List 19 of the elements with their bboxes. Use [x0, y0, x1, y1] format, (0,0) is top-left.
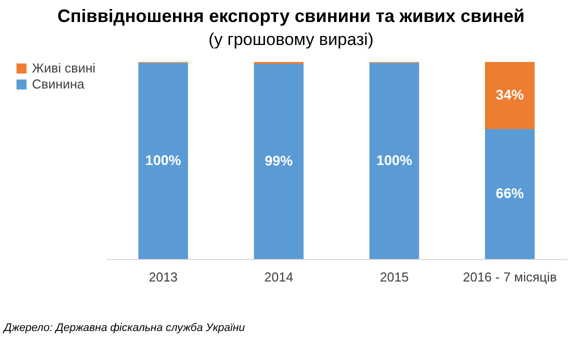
chart-title: Співвідношення експорту свинини та живих свиней: [57, 6, 525, 26]
bar: [484, 128, 535, 259]
legend-label: Свинина: [32, 76, 86, 92]
data-label: 100%: [376, 152, 413, 168]
text: Джерело: Державна фіскальна служба України: [4, 322, 245, 334]
data-label: 34%: [496, 86, 524, 102]
legend-label: Живі свині: [32, 60, 96, 76]
data-label: 99%: [264, 152, 294, 168]
bar: [369, 62, 420, 259]
chart-subtitle: (у грошовому виразі): [208, 30, 374, 49]
x-tick-label: 2016 - 7 місяців: [462, 270, 557, 284]
bar: [254, 64, 304, 259]
x-tick-label: 2015: [380, 270, 409, 284]
bar: [484, 62, 535, 129]
data-label: 100%: [145, 152, 182, 168]
bar: [138, 62, 188, 259]
x-tick-label: 2014: [264, 270, 294, 284]
data-label: 66%: [496, 184, 524, 201]
x-tick-label: 2013: [148, 270, 178, 284]
